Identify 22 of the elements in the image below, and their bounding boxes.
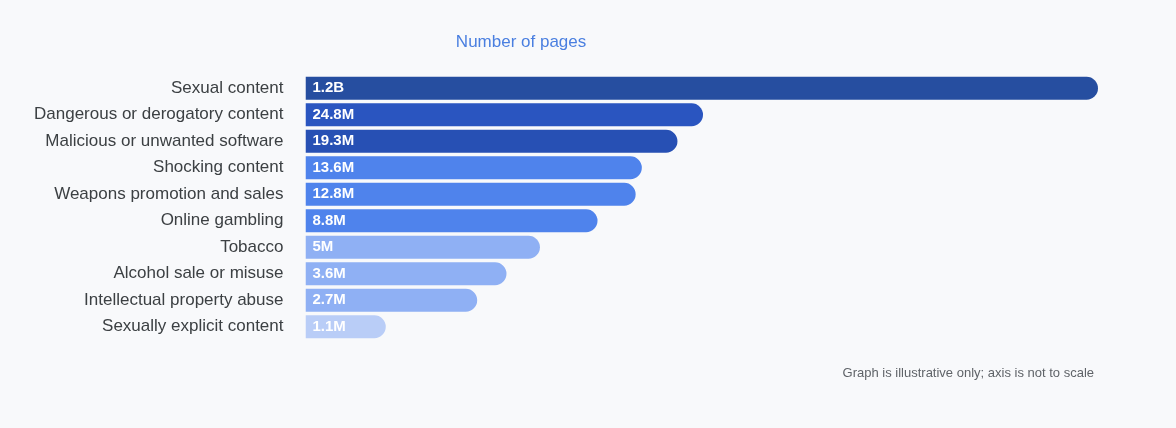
y-tick-label: Dangerous or derogatory content <box>33 104 284 124</box>
y-tick-label: Malicious or unwanted software <box>45 130 284 150</box>
y-tick-label: Sexual content <box>171 77 284 97</box>
y-tick-label: Alcohol sale or misuse <box>113 263 284 283</box>
text: Graph is illustrative only; axis is not to scale <box>842 364 1094 380</box>
data-label: 13.6M <box>312 157 355 175</box>
y-tick-label: Sexually explicit content <box>102 316 284 336</box>
y-tick-label: Intellectual property abuse <box>84 289 284 309</box>
chart-title: Number of pages <box>455 31 587 51</box>
y-tick-label: Online gambling <box>160 210 284 230</box>
data-label: 3.6M <box>312 263 346 281</box>
data-label: 1.2B <box>312 78 345 96</box>
y-tick-label: Tobacco <box>220 236 284 256</box>
data-label: 12.8M <box>312 184 355 202</box>
data-label: 2.7M <box>312 290 346 308</box>
data-label: 8.8M <box>312 210 346 228</box>
data-label: 19.3M <box>312 131 355 149</box>
y-tick-label: Shocking content <box>153 157 284 177</box>
data-label: 5M <box>312 237 334 255</box>
y-tick-label: Weapons promotion and sales <box>54 183 284 203</box>
data-label: 24.8M <box>312 104 355 122</box>
data-label: 1.1M <box>312 316 346 334</box>
